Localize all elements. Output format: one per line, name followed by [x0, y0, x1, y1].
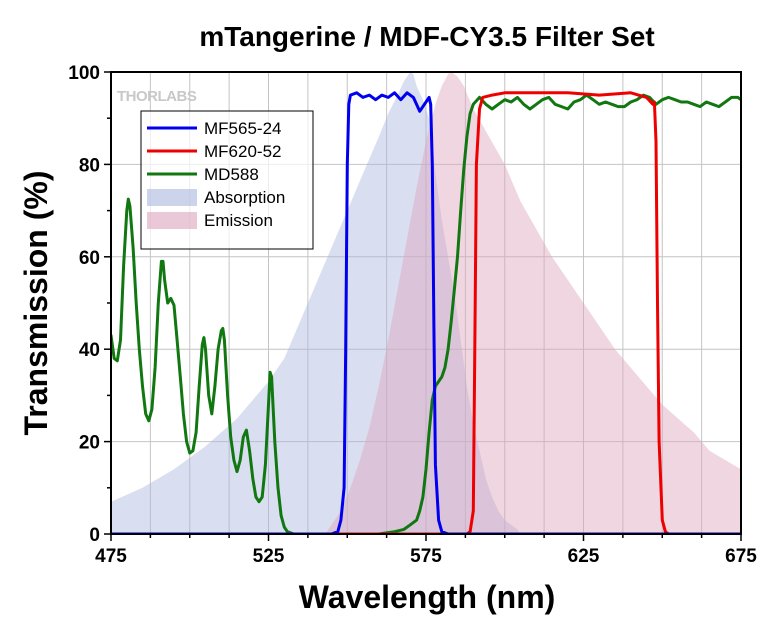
legend-label-md588: MD588	[204, 165, 259, 184]
x-tick-label: 475	[95, 546, 127, 567]
x-tick-label: 575	[410, 546, 442, 567]
legend-label-absorption: Absorption	[204, 188, 285, 207]
legend-swatch-absorption	[147, 189, 197, 206]
legend-label-mf620-52: MF620-52	[204, 142, 281, 161]
y-tick-label: 60	[79, 248, 100, 269]
x-tick-label: 675	[725, 546, 757, 567]
y-axis-title: Transmission (%)	[18, 171, 54, 436]
line-series-layer	[111, 91, 741, 534]
axis-ticks: 475 525 575 625 675 0 20 40 60 80 100	[68, 63, 757, 567]
thorlabs-watermark: THORLABS	[117, 88, 197, 105]
legend-label-emission: Emission	[204, 211, 273, 230]
y-tick-label: 40	[79, 340, 100, 361]
x-tick-label: 525	[253, 546, 285, 567]
line-mf620-52	[111, 91, 741, 534]
chart-title: mTangerine / MDF-CY3.5 Filter Set	[199, 21, 654, 52]
y-tick-label: 100	[68, 63, 100, 84]
legend-label-mf565-24: MF565-24	[204, 119, 281, 138]
y-tick-label: 80	[79, 155, 100, 176]
legend: MF565-24 MF620-52 MD588 Absorption Emission	[140, 110, 314, 250]
legend-swatch-emission	[147, 212, 197, 229]
area-absorption	[111, 72, 521, 534]
x-axis-title: Wavelength (nm)	[299, 579, 556, 615]
line-mf565-24	[111, 91, 741, 534]
x-tick-label: 625	[568, 546, 600, 567]
y-tick-label: 0	[89, 525, 100, 546]
y-tick-label: 20	[79, 433, 100, 454]
